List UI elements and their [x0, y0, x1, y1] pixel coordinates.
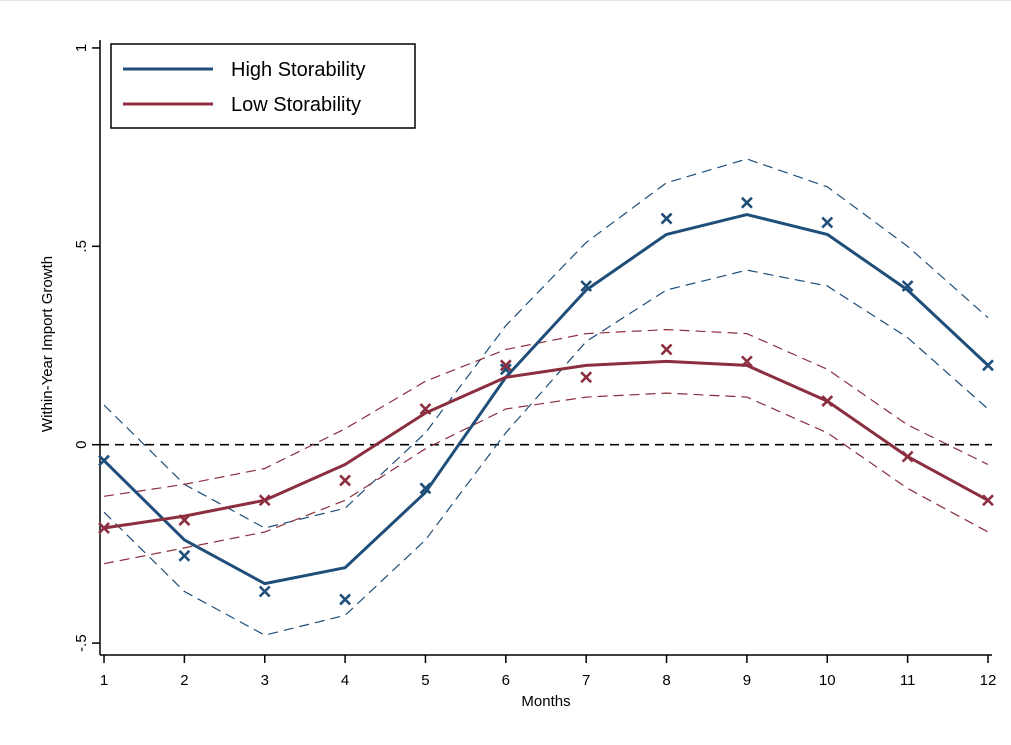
y-tick-label: .5: [73, 240, 90, 253]
marker-stroke: [821, 395, 834, 407]
low-storability-data-point: [660, 343, 673, 356]
high-storability-data-point: [499, 363, 512, 376]
x-tick-label: 10: [819, 672, 836, 689]
low-storability-data-point: [419, 403, 432, 415]
high-storability-data-point: [982, 359, 994, 372]
x-tick-label: 11: [900, 672, 916, 689]
high-storability-upper-bound: [103, 158, 989, 529]
low-storability-data-point: [178, 514, 191, 527]
x-tick-label: 3: [261, 672, 269, 689]
low-storability-fit-line: [103, 359, 989, 530]
high-storability-data-point: [258, 585, 271, 598]
x-tick-label: 9: [743, 672, 751, 689]
marker-stroke: [419, 482, 432, 495]
low-storability-lower-bound: [103, 392, 989, 565]
series-lines-group: [102, 213, 990, 586]
high-storability-data-point: [740, 196, 753, 209]
y-axis-label: Within-Year Import Growth: [39, 256, 56, 432]
low-storability-data-point: [499, 359, 512, 372]
high-storability-data-point: [821, 216, 834, 229]
confidence-band-group: [103, 158, 989, 636]
marker-stroke: [901, 280, 914, 292]
legend-box: [110, 43, 416, 129]
marker-stroke: [821, 216, 834, 229]
data-points-group: [98, 196, 994, 606]
high-storability-fit-line: [102, 213, 990, 586]
low-storability-data-point: [580, 371, 593, 384]
x-tick-label: 6: [502, 672, 510, 689]
marker-stroke: [660, 343, 673, 356]
marker-stroke: [740, 196, 753, 209]
y-tick-label: 0: [73, 441, 90, 449]
legend: High Storability Low Storability: [110, 43, 416, 129]
legend-label-low-storability: Low Storability: [231, 94, 361, 116]
high-storability-data-point: [580, 280, 593, 292]
marker-stroke: [901, 450, 914, 463]
low-storability-upper-bound: [103, 328, 989, 497]
marker-stroke: [98, 522, 110, 534]
x-tick-label: 8: [662, 672, 670, 689]
high-storability-data-point: [901, 280, 914, 292]
low-storability-data-point: [258, 494, 271, 507]
x-tick-label: 4: [341, 672, 349, 689]
marker-stroke: [339, 474, 352, 487]
x-axis-label: Months: [521, 693, 570, 710]
x-tick-label: 1: [100, 672, 108, 689]
low-storability-data-point: [901, 450, 914, 463]
y-tick-label: 1: [73, 44, 90, 52]
x-tick-label: 12: [980, 672, 997, 689]
x-tick-label: 7: [582, 672, 590, 689]
high-storability-data-point: [178, 549, 191, 562]
x-tick-label: 2: [180, 672, 188, 689]
marker-stroke: [580, 371, 593, 384]
marker-stroke: [178, 514, 191, 527]
marker-stroke: [982, 494, 994, 507]
top-divider: [0, 0, 1011, 1]
axes-group: -.50.511 2 3 4 5 6 7 8 9 10 11 12: [73, 40, 996, 689]
legend-label-high-storability: High Storability: [231, 59, 366, 81]
low-storability-data-point: [740, 355, 753, 368]
marker-stroke: [178, 549, 191, 562]
low-storability-data-point: [98, 522, 110, 534]
marker-stroke: [258, 585, 271, 598]
high-storability-data-point: [339, 593, 352, 606]
marker-stroke: [740, 355, 753, 368]
marker-stroke: [499, 359, 512, 372]
high-storability-data-point: [98, 454, 110, 467]
high-storability-data-point: [660, 212, 673, 225]
high-storability-lower-bound: [103, 269, 989, 636]
high-storability-data-point: [419, 482, 432, 495]
marker-stroke: [98, 454, 110, 467]
marker-stroke: [339, 593, 352, 606]
y-tick-label: -.5: [73, 634, 90, 652]
marker-stroke: [258, 494, 271, 507]
marker-stroke: [419, 403, 432, 415]
x-tick-label: 5: [421, 672, 429, 689]
low-storability-data-point: [982, 494, 994, 507]
low-storability-data-point: [821, 395, 834, 407]
low-storability-data-point: [339, 474, 352, 487]
marker-stroke: [580, 280, 593, 292]
marker-stroke: [660, 212, 673, 225]
marker-stroke: [499, 363, 512, 376]
marker-stroke: [982, 359, 994, 372]
